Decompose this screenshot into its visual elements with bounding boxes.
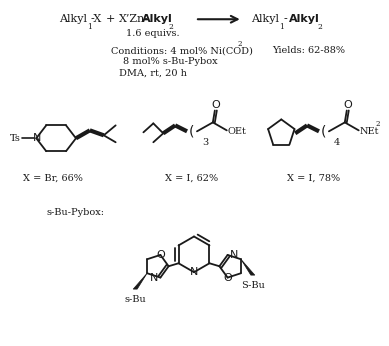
Text: X’Zn-: X’Zn- [119,14,149,24]
Text: N: N [33,133,42,143]
Text: NEt: NEt [360,127,379,136]
Text: -: - [283,14,287,24]
Text: OEt: OEt [228,127,247,136]
Polygon shape [133,273,147,289]
Text: O: O [343,100,352,110]
Text: Alkyl: Alkyl [59,14,87,24]
Text: 2: 2 [375,120,380,128]
Text: 1.6 equivs.: 1.6 equivs. [126,29,179,38]
Text: -X: -X [91,14,102,24]
Text: O: O [223,273,232,283]
Text: Alkyl: Alkyl [252,14,280,24]
Text: 2: 2 [317,23,322,31]
Text: N: N [230,250,238,260]
Text: Conditions: 4 mol% Ni(COD): Conditions: 4 mol% Ni(COD) [111,46,252,55]
Text: X = I, 62%: X = I, 62% [165,173,219,182]
Text: 2: 2 [168,23,173,31]
Text: Yields: 62-88%: Yields: 62-88% [273,46,345,55]
Text: Ts: Ts [10,134,20,143]
Text: s-Bu-Pybox:: s-Bu-Pybox: [46,208,104,217]
Text: 1: 1 [279,23,284,31]
Text: N: N [150,273,158,283]
Text: s-Bu: s-Bu [124,294,146,303]
Text: O: O [156,250,165,260]
Text: O: O [212,100,220,110]
Text: X = Br, 66%: X = Br, 66% [23,173,83,182]
Text: Alkyl: Alkyl [289,14,320,24]
Text: (: ( [189,124,194,138]
Text: Alkyl: Alkyl [142,14,173,24]
Text: 1: 1 [87,23,92,31]
Text: 3: 3 [202,138,208,147]
Text: +: + [106,14,116,24]
Text: (: ( [321,124,326,138]
Text: DMA, rt, 20 h: DMA, rt, 20 h [119,68,187,77]
Text: N: N [190,267,198,277]
Text: X = I, 78%: X = I, 78% [287,173,341,182]
Text: 2: 2 [238,40,242,48]
Polygon shape [241,259,255,275]
Text: S-Bu: S-Bu [241,281,265,290]
Text: 4: 4 [334,138,340,147]
Text: 8 mol% s-Bu-Pybox: 8 mol% s-Bu-Pybox [123,57,217,66]
